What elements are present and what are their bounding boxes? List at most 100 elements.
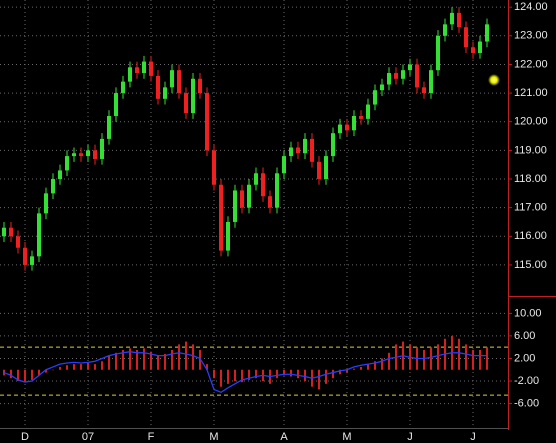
candle-body: [352, 115, 356, 131]
x-tick-label: D: [21, 431, 29, 443]
x-tick-label: 07: [82, 431, 94, 443]
y-tick-label: 120.00: [514, 116, 548, 128]
candle-body: [177, 70, 181, 94]
y-tick-label: 115.00: [514, 259, 547, 271]
histogram-bar: [318, 369, 320, 390]
histogram-bar: [346, 369, 348, 373]
histogram-bar: [423, 350, 425, 370]
candle-body: [275, 173, 279, 208]
candle-body: [310, 138, 314, 162]
candle-body: [233, 190, 237, 222]
y-tick-label: 119.00: [514, 144, 547, 156]
candle-body: [163, 87, 167, 99]
histogram-bar: [437, 344, 439, 370]
candle-body: [471, 47, 475, 53]
histogram-bar: [80, 364, 82, 370]
candle-body: [324, 156, 328, 180]
histogram-bar: [38, 369, 40, 376]
histogram-bar: [220, 369, 222, 387]
candle-body: [338, 124, 342, 134]
x-tick-label: A: [280, 431, 288, 443]
candle-body: [156, 75, 160, 99]
histogram-bar: [122, 350, 124, 370]
histogram-bar: [458, 338, 460, 370]
candle-body: [464, 27, 468, 48]
candle-body: [331, 133, 335, 157]
y-tick-label: 121.00: [514, 87, 548, 99]
histogram-bar: [213, 369, 215, 379]
histogram-bar: [290, 369, 292, 377]
candle-body: [359, 115, 363, 119]
histogram-bar: [465, 344, 467, 370]
histogram-bar: [360, 366, 362, 370]
candle-body: [317, 161, 321, 180]
histogram-bar: [157, 355, 159, 370]
candle-body: [387, 73, 391, 85]
histogram-bar: [143, 348, 145, 370]
y-tick-label: 116.00: [514, 230, 547, 242]
candle-body: [408, 64, 412, 71]
x-tick-label: M: [342, 431, 351, 443]
candle-body: [254, 173, 258, 185]
histogram-bar: [31, 369, 33, 380]
candle-body: [44, 193, 48, 214]
histogram-bar: [171, 350, 173, 370]
candle-body: [303, 138, 307, 154]
candle-body: [485, 24, 489, 42]
candle-body: [121, 81, 125, 94]
histogram-bar: [486, 347, 488, 370]
histogram-bar: [276, 369, 278, 379]
x-tick-label: J: [407, 431, 413, 443]
candle-body: [282, 156, 286, 174]
histogram-bar: [374, 361, 376, 370]
y-tick-label: 124.00: [514, 1, 548, 13]
candle-body: [345, 124, 349, 131]
candle-body: [401, 70, 405, 79]
candle-body: [100, 138, 104, 159]
histogram-bar: [66, 365, 68, 370]
candle-body: [380, 84, 384, 91]
candle-body: [30, 256, 34, 265]
histogram-bar: [52, 369, 54, 371]
candle-body: [184, 93, 188, 114]
histogram-bar: [192, 344, 194, 370]
histogram-bar: [3, 369, 5, 376]
histogram-bar: [388, 352, 390, 370]
candle-body: [79, 153, 83, 157]
histogram-bar: [199, 350, 201, 370]
indicator-line: [3, 351, 487, 394]
candle-body: [436, 35, 440, 71]
histogram-bar: [227, 369, 229, 384]
candle-body: [478, 41, 482, 53]
candle-body: [114, 93, 118, 116]
histogram-bar: [248, 369, 250, 380]
y-tick-label: 6.00: [514, 330, 535, 342]
candle-body: [51, 179, 55, 194]
histogram-bar: [101, 361, 103, 370]
candle-body: [107, 115, 111, 139]
histogram-bar: [353, 368, 355, 370]
candle-body: [373, 90, 377, 105]
candle-body: [2, 227, 6, 237]
y-tick-label: 123.00: [514, 30, 548, 42]
histogram-bar: [381, 358, 383, 370]
candle-body: [289, 147, 293, 157]
candle-body: [443, 24, 447, 36]
candle-body: [394, 73, 398, 79]
histogram-bar: [59, 366, 61, 370]
histogram-bar: [178, 344, 180, 370]
histogram-bar: [255, 369, 257, 379]
histogram-bar: [297, 369, 299, 379]
histogram-bar: [115, 352, 117, 370]
candle-body: [72, 153, 76, 157]
histogram-bar: [430, 347, 432, 370]
x-tick-label: J: [470, 431, 476, 443]
candle-body: [457, 12, 461, 28]
y-tick-label: 10.00: [514, 307, 542, 319]
candle-body: [58, 170, 62, 180]
histogram-bar: [332, 369, 334, 379]
histogram-bar: [108, 355, 110, 370]
candle-body: [65, 156, 69, 171]
y-tick-label: -6.00: [514, 397, 539, 409]
histogram-bar: [87, 362, 89, 370]
